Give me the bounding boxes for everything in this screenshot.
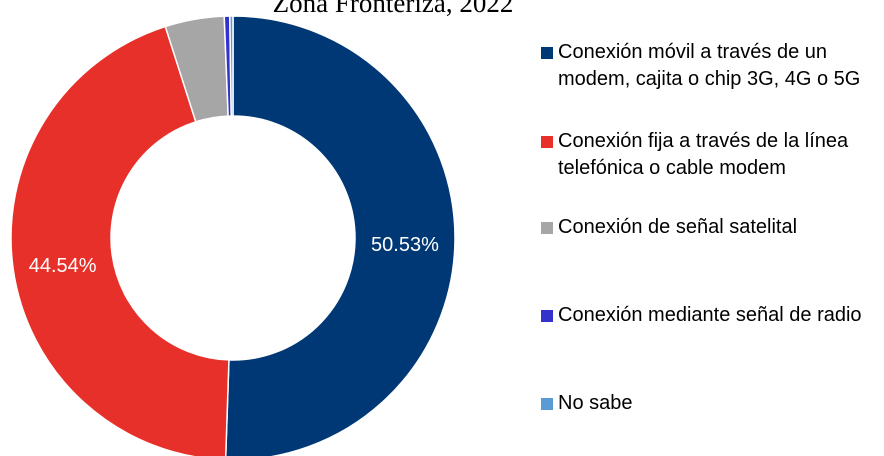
donut-slice: [224, 15, 456, 456]
legend-label: Conexión de señal satelital: [558, 216, 797, 238]
donut-slice: [10, 25, 230, 456]
chart-title: Zona Fronteriza, 2022: [273, 0, 514, 18]
legend-line: telefónica o cable modem: [558, 157, 786, 179]
donut-slice: [229, 15, 234, 117]
legend-swatch: [541, 398, 553, 410]
legend-line: Conexión mediante señal de radio: [558, 304, 862, 326]
legend-label: Conexión móvil a través de un modem, caji…: [558, 41, 860, 90]
legend-swatch: [541, 310, 553, 322]
legend-line: Conexión móvil a través de un: [558, 41, 827, 63]
legend-line: modem, cajita o chip 3G, 4G o 5G: [558, 68, 860, 90]
legend-swatch: [541, 47, 553, 59]
value-label: 50.53%: [371, 234, 439, 256]
value-label: 44.54%: [29, 255, 97, 277]
legend-line: Conexión de señal satelital: [558, 216, 797, 238]
legend-line: No sabe: [558, 392, 633, 414]
legend-line: Conexión fija a través de la línea: [558, 130, 849, 152]
legend-swatch: [541, 136, 553, 148]
legend-label: Conexión fija a través de la línea telefó…: [558, 130, 849, 179]
legend-swatch: [541, 222, 553, 234]
legend-label: No sabe: [558, 392, 633, 414]
legend-label: Conexión mediante señal de radio: [558, 304, 862, 326]
